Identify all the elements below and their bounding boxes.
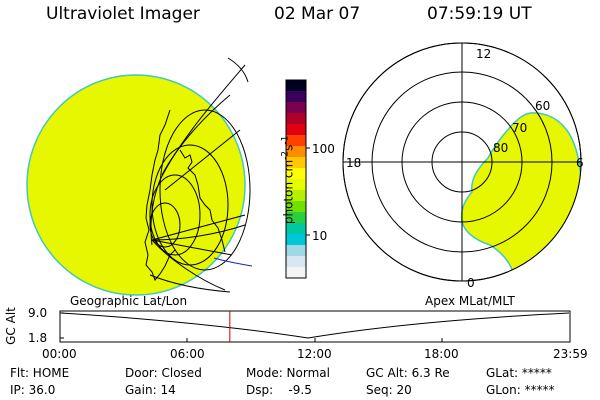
lat-label-60: 60 (535, 99, 551, 113)
timeline-ticks (59, 312, 571, 342)
colorbar-segment (286, 91, 306, 103)
altitude-timeline (59, 310, 571, 343)
colorbar-tick-100: 100 (312, 142, 335, 156)
status-door: Door: Closed (125, 366, 202, 380)
colorbar-segment (286, 102, 306, 114)
coastline (144, 109, 226, 281)
status-dsp: Dsp: -9.5 (246, 383, 312, 397)
observation-time: 07:59:19 UT (427, 4, 532, 24)
lat-lon-grid (149, 64, 251, 293)
colorbar-segment (286, 245, 306, 257)
status-ip: IP: 36.0 (10, 383, 56, 397)
polar-grid (343, 43, 581, 281)
geographic-image (26, 57, 253, 296)
colorbar-frame (285, 79, 307, 279)
x-tick-1200: 12:00 (297, 347, 332, 361)
lat-label-70: 70 (512, 121, 528, 135)
apex-title: Apex MLat/MLT (425, 294, 515, 308)
geographic-title: Geographic Lat/Lon (70, 294, 188, 308)
x-tick-0000: 00:00 (42, 347, 77, 361)
x-tick-0600: 06:00 (170, 347, 205, 361)
x-tick-1800: 18:00 (424, 347, 459, 361)
colorbar-segment (286, 80, 306, 92)
observation-date: 02 Mar 07 (274, 4, 361, 24)
colorbar-segment (286, 190, 306, 202)
status-gain: Gain: 14 (125, 383, 176, 397)
gc-alt-axis-label: GC Alt (4, 307, 18, 345)
orbit-path (213, 257, 253, 267)
status-mode: Mode: Normal (246, 366, 330, 380)
mlt-label-18: 18 (346, 156, 362, 170)
color-scale-bar (285, 79, 310, 279)
x-tick-2359: 23:59 (553, 347, 588, 361)
status-glat: GLat: ***** (486, 366, 552, 380)
status-gcalt: GC Alt: 6.3 Re (366, 366, 450, 380)
mlt-label-0: 0 (467, 276, 475, 290)
colorbar-segment (286, 168, 306, 180)
orbit-arc (227, 57, 249, 83)
colorbar-segment (286, 179, 306, 191)
alt-min-label: 1.8 (28, 331, 48, 345)
mlt-label-12: 12 (476, 47, 492, 61)
colorbar-segment (286, 223, 306, 235)
earth-disk (26, 74, 246, 296)
mlt-label-6: 6 (576, 156, 584, 170)
colorbar-segment (286, 157, 306, 169)
polar-mlt-plot (342, 42, 582, 282)
colorbar-segment (286, 113, 306, 125)
status-glon: GLon: ***** (486, 383, 555, 397)
colorbar-segment (286, 124, 306, 136)
colorbar-segment (286, 135, 306, 147)
colorbar-segment (286, 201, 306, 213)
colorbar-segment (286, 212, 306, 224)
colorbar-segment (286, 146, 306, 158)
colorbar-tick-10: 10 (312, 229, 328, 243)
status-flt: Flt: HOME (10, 366, 70, 380)
altitude-curve (60, 312, 570, 339)
colorbar-segment (286, 256, 306, 268)
lat-label-80: 80 (493, 141, 509, 155)
colorbar-segment (286, 234, 306, 246)
instrument-title: Ultraviolet Imager (46, 4, 200, 24)
status-seq: Seq: 20 (366, 383, 412, 397)
colorbar-segment (286, 267, 306, 279)
colorbar-unit-label: photon cm-2s-1 (280, 135, 296, 225)
alt-max-label: 9.0 (28, 306, 48, 320)
